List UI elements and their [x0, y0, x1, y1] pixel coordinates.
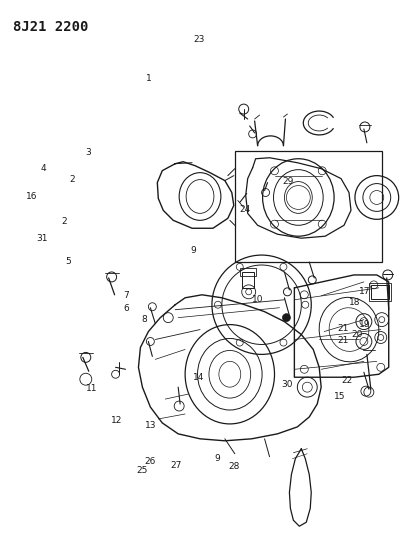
Text: 8: 8 [141, 315, 147, 324]
Text: 17: 17 [358, 287, 369, 296]
Text: 29: 29 [281, 177, 293, 187]
Text: 10: 10 [251, 295, 262, 304]
Text: 27: 27 [169, 461, 181, 470]
Bar [241, 272, 253, 288]
Bar [368, 283, 390, 301]
Text: 25: 25 [136, 466, 147, 475]
Text: 2: 2 [69, 175, 75, 184]
Text: 14: 14 [193, 373, 204, 382]
Text: 24: 24 [238, 205, 249, 214]
Text: 3: 3 [85, 148, 91, 157]
Text: 2: 2 [61, 217, 66, 226]
Bar [234, 151, 381, 262]
Text: 8J21 2200: 8J21 2200 [13, 20, 88, 34]
Text: 13: 13 [145, 421, 156, 430]
Text: 20: 20 [350, 330, 362, 339]
Text: 6: 6 [123, 304, 129, 313]
Text: 18: 18 [347, 298, 359, 307]
Text: 21: 21 [337, 325, 348, 334]
Text: 5: 5 [65, 257, 70, 266]
Text: 11: 11 [86, 384, 98, 393]
Text: 12: 12 [110, 416, 122, 424]
Bar [239, 268, 255, 276]
Bar [370, 285, 388, 299]
Text: 30: 30 [280, 379, 292, 389]
Text: 22: 22 [341, 376, 352, 385]
Text: 4: 4 [41, 164, 47, 173]
Text: 9: 9 [190, 246, 195, 255]
Text: 1: 1 [145, 74, 151, 83]
Text: 19: 19 [358, 320, 369, 329]
Text: 7: 7 [123, 291, 129, 300]
Text: 31: 31 [37, 235, 48, 244]
Text: 26: 26 [144, 457, 155, 466]
Text: 16: 16 [26, 192, 37, 201]
Text: 21: 21 [337, 336, 348, 345]
Text: 9: 9 [214, 454, 220, 463]
Text: 23: 23 [193, 35, 204, 44]
Circle shape [282, 314, 290, 321]
Text: 15: 15 [334, 392, 345, 401]
Text: 28: 28 [228, 462, 239, 471]
